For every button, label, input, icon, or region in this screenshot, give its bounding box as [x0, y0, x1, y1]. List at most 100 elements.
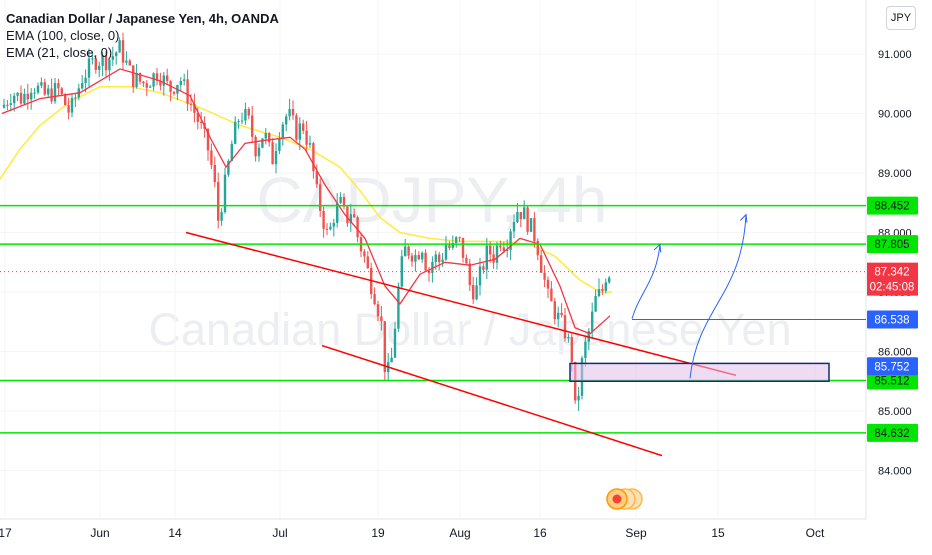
legend-ema-21[interactable]: EMA (21, close, 0): [6, 45, 113, 60]
projection-price-label: 86.538: [867, 310, 918, 329]
candle-body: [138, 73, 142, 82]
candle-body: [516, 212, 519, 223]
candle-down: [295, 113, 298, 142]
arrow-shaft: [631, 244, 661, 319]
level-price-label-text: 84.632: [874, 428, 909, 440]
candle-body: [240, 120, 244, 122]
candle-body: [206, 128, 210, 151]
candle-down: [543, 265, 546, 288]
candle-down: [492, 245, 495, 269]
candle-down: [438, 251, 441, 271]
candle-down: [19, 85, 23, 106]
candle-up: [455, 236, 458, 248]
candle-body: [536, 240, 539, 256]
candle-body: [597, 288, 601, 297]
candle-up: [523, 200, 526, 220]
projection-arrow[interactable]: [631, 243, 662, 319]
level-price-label-text: 88.452: [874, 201, 909, 213]
candle-down: [271, 138, 274, 165]
arrow-shaft: [689, 214, 747, 379]
candle-body: [570, 336, 573, 362]
price-tick-label: 91.000: [878, 49, 912, 61]
candle-body: [172, 91, 176, 94]
time-axis[interactable]: 17 Jun 14 Jul 19 Aug 16 Sep 15 Oct: [0, 526, 825, 540]
candle-body: [441, 259, 444, 263]
price-labels: 88.452 87.805 85.512 84.632 87.342 02:45:08 86…: [867, 196, 918, 442]
candle-up: [444, 235, 448, 261]
level-price-label-bg: [867, 371, 918, 390]
candle-body: [43, 82, 46, 95]
level-price-label: 84.632: [867, 423, 918, 442]
candle-body: [421, 252, 424, 260]
candle-down: [43, 78, 46, 97]
candle-up: [567, 333, 570, 343]
projection-arrow[interactable]: [689, 213, 748, 379]
candle-up: [339, 192, 342, 204]
arrow-head: [653, 243, 662, 253]
candle-body: [346, 206, 349, 224]
candle-up: [308, 135, 312, 148]
candle-body: [543, 272, 546, 280]
candle-body: [111, 56, 114, 60]
candle-body: [200, 121, 203, 123]
candle-body: [577, 395, 580, 401]
candle-up: [274, 143, 278, 174]
candle-up: [604, 278, 607, 294]
candle-body: [145, 83, 148, 88]
candle-down: [247, 107, 250, 120]
candle-down: [601, 284, 604, 295]
channel-line[interactable]: [185, 231, 737, 377]
candle-down: [424, 249, 427, 272]
projection-arrows[interactable]: [631, 213, 748, 379]
candle-body: [118, 40, 121, 53]
candle-up: [451, 235, 454, 251]
candle-body: [512, 222, 516, 232]
candle-body: [339, 196, 342, 204]
candle-down: [251, 105, 254, 143]
demand-zone[interactable]: [569, 362, 830, 382]
candle-body: [149, 86, 152, 88]
channel-lines[interactable]: [185, 231, 737, 457]
candle-up: [478, 257, 482, 296]
candle-body: [417, 255, 420, 260]
candle-body: [591, 311, 594, 332]
candle-body: [128, 60, 131, 66]
time-tick-label: 15: [711, 526, 725, 540]
candle-body: [458, 237, 461, 239]
candle-up: [285, 113, 288, 132]
channel-line[interactable]: [321, 344, 663, 457]
legend-title[interactable]: Canadian Dollar / Japanese Yen, 4h, OAND…: [6, 11, 279, 26]
candle-body: [444, 245, 448, 260]
candle-body: [342, 196, 346, 207]
candle-body: [223, 174, 227, 213]
candle-down: [346, 206, 349, 227]
candle-up: [162, 71, 165, 96]
currency-badge[interactable]: JPY: [886, 6, 916, 30]
candle-body: [319, 184, 322, 211]
candle-body: [329, 226, 332, 230]
candle-body: [2, 104, 6, 108]
candle-down: [142, 80, 145, 88]
candle-body: [485, 245, 488, 270]
zone-rect[interactable]: [569, 362, 830, 382]
level-price-label: 85.512: [867, 371, 918, 390]
candle-body: [567, 336, 570, 339]
candle-body: [424, 252, 427, 271]
legend-ema-100[interactable]: EMA (100, close, 0): [6, 28, 120, 43]
candle-up: [135, 63, 138, 89]
candle-body: [366, 256, 369, 269]
candle-down: [322, 206, 325, 238]
replay-icon[interactable]: [604, 487, 644, 511]
candle-down: [465, 254, 468, 264]
candle-body: [193, 104, 196, 113]
arrow-head: [740, 213, 748, 223]
candle-up: [400, 249, 403, 289]
candle-body: [393, 328, 397, 358]
candle-body: [104, 55, 108, 71]
projection-price-label-bg: [867, 310, 918, 329]
candle-body: [397, 286, 400, 329]
candle-body: [461, 237, 465, 258]
candle-body: [186, 79, 189, 104]
